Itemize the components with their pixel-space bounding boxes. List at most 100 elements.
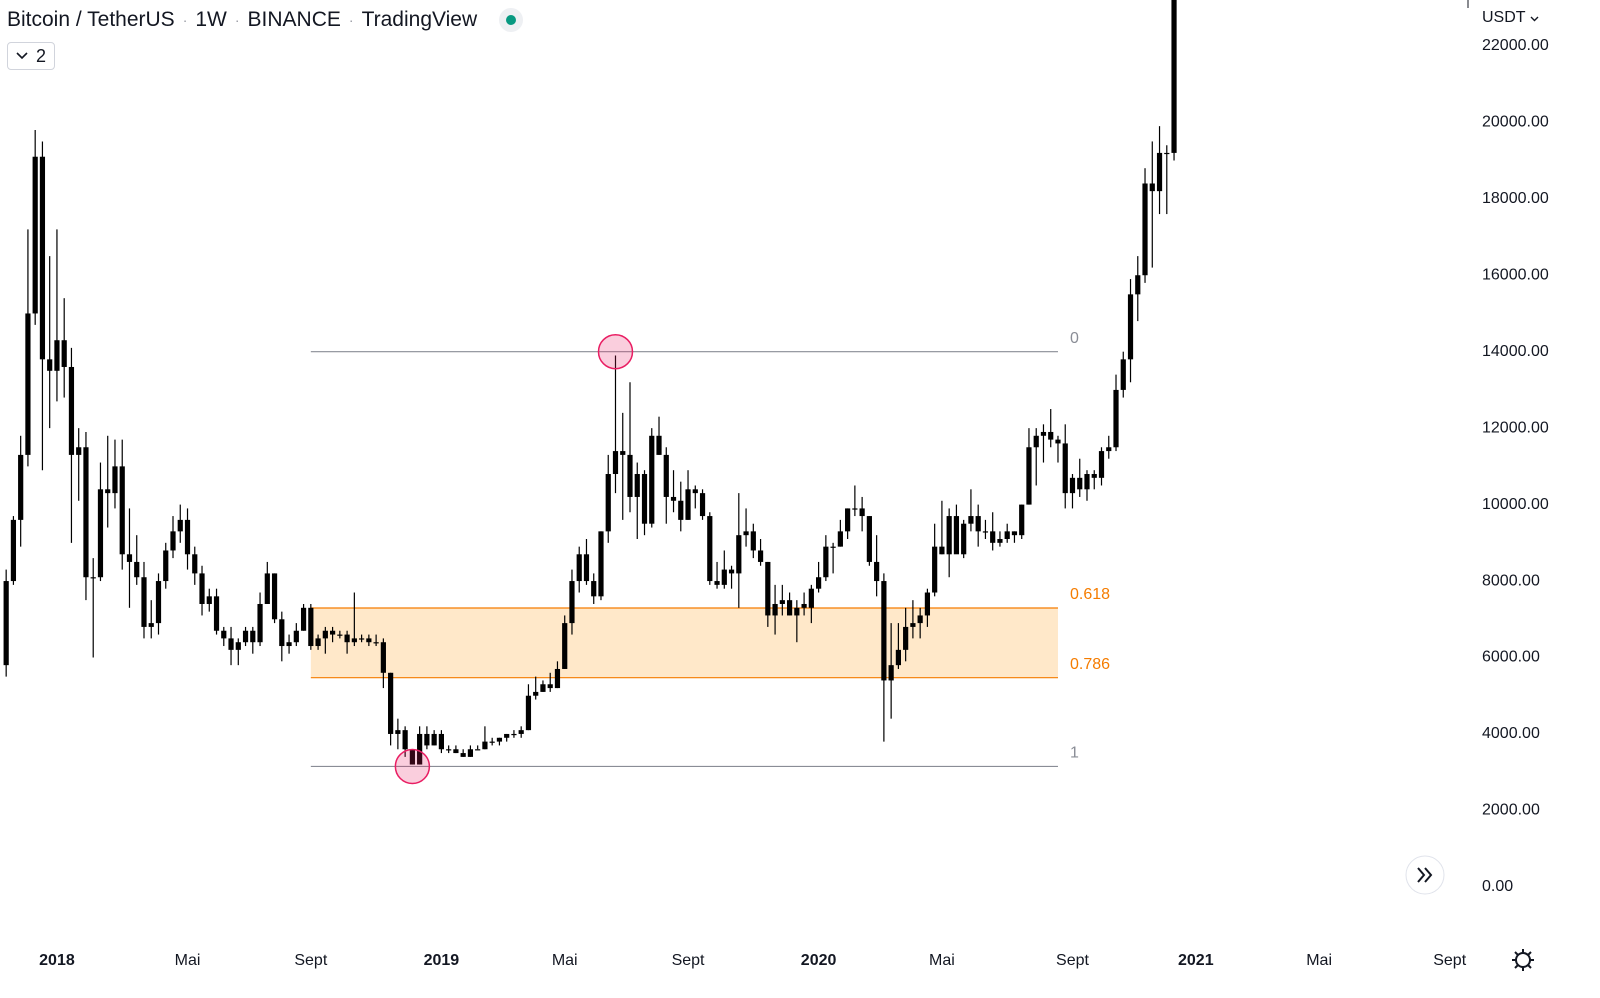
- candle-body: [1069, 477, 1076, 494]
- candle-body: [409, 749, 415, 765]
- candle-body: [699, 493, 706, 517]
- candle-body: [373, 642, 379, 644]
- candle-body: [627, 454, 633, 497]
- status-dot: [506, 15, 517, 25]
- candle-body: [1135, 275, 1141, 295]
- candle-body: [859, 508, 865, 517]
- candle-body: [837, 531, 843, 547]
- candle-body: [924, 592, 931, 616]
- candle-body: [177, 519, 183, 532]
- interval[interactable]: 1W: [195, 8, 227, 31]
- candle-body: [1164, 152, 1170, 155]
- pivot-marker: [597, 333, 634, 370]
- x-tick-label: 2021: [1178, 952, 1214, 969]
- market-status[interactable]: [499, 8, 524, 32]
- scroll-icon[interactable]: [1417, 867, 1433, 883]
- fib-label: 0.786: [1070, 656, 1110, 673]
- candle-body: [250, 630, 256, 643]
- y-tick-label: 12000.00: [1482, 419, 1549, 436]
- candle-body: [620, 451, 626, 455]
- candle-body: [242, 630, 249, 643]
- candle-body: [192, 554, 198, 574]
- candle-body: [366, 638, 372, 643]
- candle-body: [438, 733, 444, 750]
- x-tick-label: Sept: [294, 952, 327, 969]
- candle-body: [678, 500, 684, 520]
- candle-body: [221, 630, 227, 639]
- candle-body: [329, 630, 336, 635]
- scroll-button[interactable]: [1405, 855, 1445, 895]
- gear-icon[interactable]: [1515, 952, 1531, 968]
- candle-body: [685, 489, 691, 520]
- y-tick-label: 14000.00: [1482, 343, 1549, 360]
- candle-body: [511, 733, 517, 736]
- candle-body: [184, 519, 191, 555]
- candle-body: [148, 623, 154, 627]
- y-tick-label: 22000.00: [1482, 37, 1549, 54]
- candle-body: [540, 684, 546, 692]
- gear-teeth[interactable]: [1512, 949, 1534, 971]
- candle-body: [18, 454, 24, 520]
- exchange: BINANCE: [247, 8, 341, 31]
- x-tick-label: Mai: [929, 952, 955, 969]
- candle-body: [286, 642, 292, 647]
- x-tick-label: 2018: [39, 952, 75, 969]
- candle-body: [1171, 0, 1177, 153]
- y-tick-label: 10000.00: [1482, 496, 1549, 513]
- candle-body: [141, 577, 147, 627]
- candle-body: [910, 623, 916, 627]
- candle-body: [402, 730, 408, 750]
- candle-body: [359, 638, 365, 640]
- candle-body: [1091, 474, 1097, 478]
- candle-body: [417, 733, 423, 765]
- candle-body: [1004, 531, 1010, 539]
- chevron: [1530, 16, 1539, 22]
- candle-body: [1033, 435, 1039, 448]
- indicators-toggle[interactable]: 2: [7, 42, 56, 70]
- candle-body: [199, 573, 205, 604]
- candle-body: [68, 366, 75, 455]
- candle-body: [235, 642, 241, 650]
- candle-body: [54, 340, 60, 371]
- candle-body: [344, 634, 350, 643]
- candle-body: [663, 454, 669, 497]
- candle-body: [786, 600, 793, 616]
- candle-body: [612, 451, 619, 475]
- candle-body: [206, 596, 212, 604]
- candle-body: [1048, 431, 1054, 440]
- candle-body: [213, 596, 220, 631]
- y-tick-label: 2000.00: [1482, 802, 1540, 819]
- candle-body: [917, 615, 923, 624]
- pivot-marker: [394, 748, 431, 785]
- candle-body: [888, 665, 894, 681]
- candle-body: [714, 581, 720, 585]
- separator: ·: [234, 12, 240, 28]
- candle-body: [1062, 443, 1068, 494]
- symbol-title: Bitcoin / TetherUS: [7, 8, 175, 31]
- candle-body: [10, 519, 17, 582]
- candle-body: [939, 546, 945, 555]
- candle-body: [119, 466, 125, 555]
- currency-selector[interactable]: USDT: [1482, 9, 1539, 27]
- candle-body: [903, 626, 909, 650]
- candle-body: [881, 581, 887, 681]
- indicator-count[interactable]: 2: [36, 45, 47, 66]
- candle-body: [997, 538, 1003, 543]
- y-tick-label: 6000.00: [1482, 649, 1540, 666]
- candle-body: [322, 630, 328, 639]
- candle-body: [39, 156, 46, 360]
- currency[interactable]: USDT: [1482, 9, 1526, 26]
- y-tick-label: 8000.00: [1482, 572, 1540, 589]
- candle-body: [1084, 474, 1090, 490]
- candle-body: [1106, 447, 1112, 452]
- candle-body: [170, 531, 176, 551]
- candle-body: [670, 496, 677, 501]
- candle-body: [801, 603, 807, 608]
- candle-body: [1040, 431, 1047, 436]
- candle-body: [293, 630, 299, 643]
- settings-button[interactable]: [1512, 949, 1534, 971]
- x-tick-label: 2019: [424, 952, 460, 969]
- candle-body: [25, 313, 31, 455]
- candle-body: [424, 733, 430, 746]
